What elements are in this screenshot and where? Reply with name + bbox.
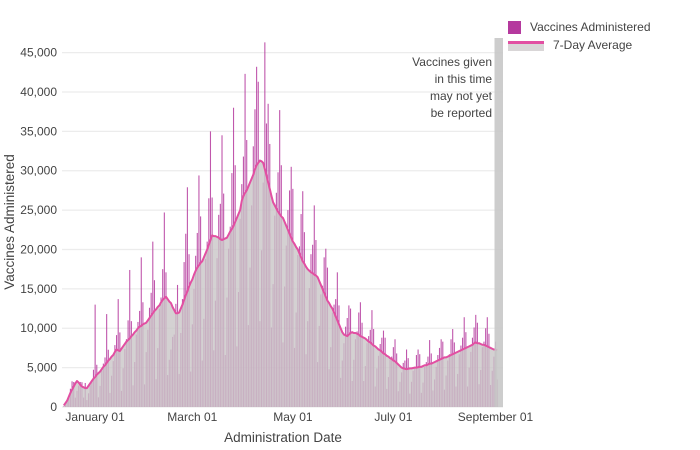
annotation-line: be reported <box>430 106 492 120</box>
y-tick-label: 35,000 <box>20 124 57 138</box>
x-tick-label: May 01 <box>273 410 313 424</box>
legend-label: 7-Day Average <box>553 38 633 52</box>
unreported-period-band <box>494 38 503 407</box>
x-tick-label: July 01 <box>374 410 412 424</box>
y-tick-label: 15,000 <box>20 282 57 296</box>
y-tick-label: 40,000 <box>20 85 57 99</box>
y-axis-tick-labels: 0 5,000 10,000 15,000 20,000 25,000 30,000 35,0… <box>20 46 57 414</box>
x-tick-label: March 01 <box>167 410 217 424</box>
legend-item-7-day-average[interactable]: 7-Day Average <box>508 38 651 52</box>
seven-day-average-area <box>63 160 498 407</box>
unreported-annotation: Vaccines given in this time may not yet … <box>412 54 492 122</box>
x-axis-tick-labels: January 01 March 01 May 01 July 01 September… <box>65 410 533 424</box>
legend-item-vaccines-administered[interactable]: Vaccines Administered <box>508 20 651 34</box>
legend-label: Vaccines Administered <box>530 20 651 34</box>
y-tick-label: 30,000 <box>20 164 57 178</box>
annotation-line: Vaccines given <box>412 55 492 69</box>
y-axis-title: Vaccines Administered <box>2 154 17 290</box>
annotation-line: may not yet <box>429 89 492 103</box>
annotation-line: in this time <box>434 72 492 86</box>
y-tick-label: 5,000 <box>27 361 57 375</box>
y-tick-label: 25,000 <box>20 203 57 217</box>
seven-day-average-line <box>63 159 498 406</box>
bar <box>94 304 96 407</box>
bar <box>106 314 108 407</box>
x-tick-label: September 01 <box>458 410 534 424</box>
y-tick-label: 0 <box>50 400 57 414</box>
bar-series-swatch-icon <box>508 20 521 34</box>
y-tick-label: 45,000 <box>20 46 57 60</box>
x-axis-title: Administration Date <box>224 430 342 445</box>
legend: Vaccines Administered 7-Day Average <box>508 20 651 52</box>
line-series-swatch-icon <box>508 39 544 51</box>
y-tick-label: 10,000 <box>20 321 57 335</box>
x-tick-label: January 01 <box>65 410 125 424</box>
y-tick-label: 20,000 <box>20 242 57 256</box>
